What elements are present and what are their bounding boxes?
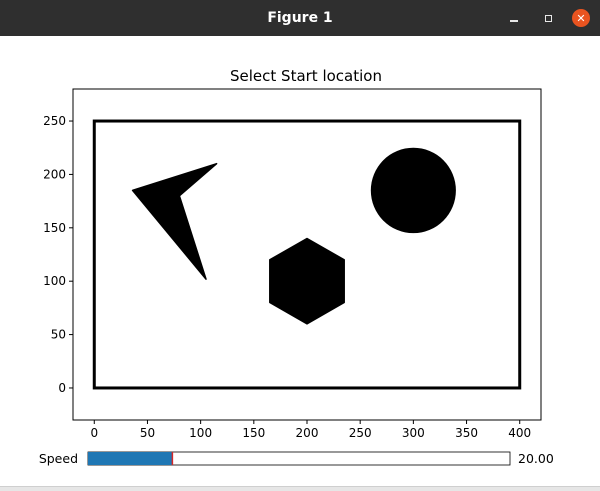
- obstacles-group: [131, 147, 456, 325]
- minimize-icon[interactable]: [504, 8, 524, 28]
- figure-canvas: Select Start location 0 50 100 150 200 250 300…: [0, 36, 600, 486]
- window-title: Figure 1: [267, 10, 333, 26]
- x-tick-label: 300: [402, 426, 425, 440]
- y-tick-label: 250: [43, 114, 66, 128]
- x-tick-label: 400: [508, 426, 531, 440]
- speed-slider-fill: [88, 452, 173, 465]
- speed-slider[interactable]: [87, 451, 511, 466]
- x-tick-label: 200: [296, 426, 319, 440]
- y-tick-label: 50: [51, 328, 66, 342]
- speed-slider-value: 20.00: [518, 451, 554, 466]
- x-axis: 0 50 100 150 200 250 300 350 400: [90, 420, 531, 440]
- y-axis: 0 50 100 150 200 250: [43, 114, 73, 395]
- chart-title: Select Start location: [230, 67, 382, 85]
- obstacle-hexagon: [269, 237, 345, 325]
- map-boundary: [92, 119, 522, 390]
- window-bottom-edge: [0, 486, 600, 491]
- y-tick-label: 100: [43, 274, 66, 288]
- speed-slider-label: Speed: [39, 451, 78, 466]
- obstacle-concave-quadrilateral: [131, 162, 218, 280]
- y-tick-label: 150: [43, 221, 66, 235]
- y-tick-label: 200: [43, 167, 66, 181]
- x-tick-label: 0: [90, 426, 98, 440]
- close-icon[interactable]: ✕: [572, 9, 590, 27]
- y-tick-label: 0: [58, 381, 66, 395]
- figure-svg: Select Start location 0 50 100 150 200 250 300…: [39, 67, 554, 466]
- x-tick-label: 250: [349, 426, 372, 440]
- x-tick-label: 150: [242, 426, 265, 440]
- obstacle-circle: [370, 147, 456, 234]
- window-controls: ✕: [504, 0, 590, 36]
- x-tick-label: 100: [189, 426, 212, 440]
- window-titlebar: Figure 1 ✕: [0, 0, 600, 36]
- x-tick-label: 350: [455, 426, 478, 440]
- x-tick-label: 50: [140, 426, 155, 440]
- maximize-icon[interactable]: [538, 8, 558, 28]
